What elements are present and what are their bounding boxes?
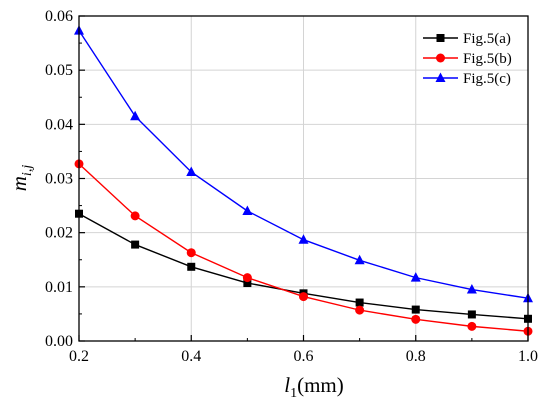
x-axis-title: l1(mm) [284,373,344,401]
data-point [242,273,252,283]
legend-item: Fig.5(c) [423,71,511,87]
legend-marker [435,72,446,82]
data-point [242,205,253,215]
axis-ticks [78,15,529,342]
data-point [130,110,141,121]
x-tick-label: 0.4 [181,348,201,365]
data-point [298,234,309,244]
x-tick-label: 0.2 [69,348,89,365]
data-point [243,279,252,288]
data-point [186,248,196,258]
data-point [355,298,364,307]
legend: Fig.5(a) Fig.5(b) Fig.5(c) [423,31,512,87]
legend-label: Fig.5(a) [463,31,511,47]
data-point [467,310,476,319]
data-point [187,262,196,271]
y-tick-label: 0.01 [45,279,73,296]
data-point [186,166,197,176]
data-point [130,211,140,221]
data-point [355,305,365,315]
data-point [411,314,421,324]
data-point [354,254,365,265]
legend-marker [436,34,445,42]
y-tick-label: 0.03 [45,171,73,188]
data-point [299,292,308,302]
series-group [74,25,533,336]
x-tick-label: 0.8 [406,348,426,365]
legend-marker [436,53,445,63]
y-tick-label: 0.05 [45,62,73,79]
data-point [410,272,421,282]
data-point [411,305,420,314]
y-tick-label: 0.02 [45,225,73,242]
data-point [131,240,140,249]
data-point [466,284,477,294]
data-point [467,321,477,331]
y-tick-label: 0.00 [45,333,73,350]
y-axis-title: mi,j [7,165,35,192]
x-tick-label: 0.6 [294,348,314,365]
x-tick-label: 1.0 [518,348,538,365]
legend-item: Fig.5(a) [423,31,511,47]
legend-label: Fig.5(b) [463,51,512,67]
y-tick-label: 0.04 [45,116,73,133]
legend-item: Fig.5(b) [423,51,512,67]
y-tick-label: 0.06 [45,8,73,25]
legend-label: Fig.5(c) [463,71,511,87]
axis-labels: 0.2 0.4 0.6 0.8 1.0 0.00 0.01 0.02 0.03 0.04 0.05 0… [45,8,538,365]
